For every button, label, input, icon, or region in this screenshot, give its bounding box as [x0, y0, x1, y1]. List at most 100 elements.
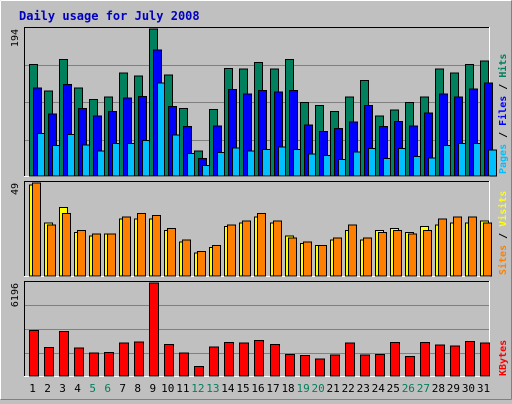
bar-kbytes-day-28 [435, 344, 445, 377]
bar-kbytes-day-6 [104, 352, 114, 377]
x-tick-label-day-16: 16 [251, 382, 264, 395]
bar-kbytes-day-13 [209, 346, 219, 377]
bar-sites-day-13 [212, 245, 221, 277]
bar-sites-day-12 [197, 250, 206, 277]
bar-sites-day-23 [363, 237, 372, 277]
bar-kbytes-day-19 [300, 354, 310, 377]
x-tick-label-day-20: 20 [312, 382, 325, 395]
x-tick-label-day-25: 25 [387, 382, 400, 395]
x-tick-label-day-28: 28 [432, 382, 445, 395]
bar-kbytes-day-1 [29, 330, 39, 377]
bar-kbytes-day-25 [390, 342, 400, 377]
x-tick-label-day-10: 10 [161, 382, 174, 395]
bar-kbytes-day-24 [375, 353, 385, 377]
series-axis-label: KBytes [498, 340, 509, 376]
bar-sites-day-31 [483, 222, 492, 277]
bar-sites-day-1 [32, 182, 41, 277]
bar-kbytes-day-26 [405, 356, 415, 377]
x-tick-label-day-22: 22 [342, 382, 355, 395]
bar-sites-day-22 [348, 224, 357, 277]
x-tick-label-day-6: 6 [104, 382, 111, 395]
bar-sites-day-5 [92, 233, 101, 277]
x-tick-label-day-2: 2 [44, 382, 51, 395]
bar-sites-day-20 [318, 245, 327, 277]
bar-kbytes-day-18 [285, 353, 295, 377]
bar-sites-day-4 [77, 229, 86, 277]
x-tick-label-day-1: 1 [29, 382, 36, 395]
bar-pages-day-31 [488, 149, 497, 177]
x-tick-label-day-11: 11 [176, 382, 189, 395]
bar-sites-day-30 [468, 216, 477, 277]
bar-sites-day-18 [288, 237, 297, 277]
bar-kbytes-day-2 [44, 347, 54, 377]
bar-sites-day-24 [378, 231, 387, 277]
chart-title: Daily usage for July 2008 [19, 9, 200, 23]
bar-sites-day-27 [423, 229, 432, 277]
bar-sites-day-6 [107, 233, 116, 277]
bar-sites-day-14 [227, 224, 236, 277]
bar-kbytes-day-16 [254, 339, 264, 377]
bar-kbytes-day-27 [420, 341, 430, 377]
x-tick-label-day-8: 8 [134, 382, 141, 395]
bar-sites-day-11 [182, 239, 191, 277]
x-tick-label-day-15: 15 [236, 382, 249, 395]
x-tick-label-day-9: 9 [149, 382, 156, 395]
bar-kbytes-day-21 [330, 354, 340, 377]
bar-sites-day-9 [152, 214, 161, 277]
bar-kbytes-day-3 [59, 331, 69, 377]
bar-kbytes-day-15 [239, 342, 249, 377]
bar-kbytes-day-11 [179, 352, 189, 377]
bar-kbytes-day-9 [149, 282, 159, 377]
x-tick-label-day-23: 23 [357, 382, 370, 395]
bar-sites-day-3 [62, 212, 71, 277]
bar-kbytes-day-14 [224, 342, 234, 377]
x-tick-label-day-24: 24 [372, 382, 386, 395]
bar-kbytes-day-31 [480, 342, 490, 377]
x-tick-label-day-31: 31 [477, 382, 490, 395]
x-tick-label-day-18: 18 [281, 382, 294, 395]
bar-kbytes-day-22 [345, 342, 355, 377]
x-tick-label-day-7: 7 [119, 382, 126, 395]
y-max-label: 6196 [10, 283, 21, 307]
bar-sites-day-26 [408, 233, 417, 277]
bar-sites-day-7 [122, 216, 131, 277]
bar-sites-day-2 [47, 224, 56, 277]
bar-pages-day-16 [262, 148, 271, 177]
x-tick-label-day-3: 3 [59, 382, 66, 395]
x-tick-label-day-14: 14 [221, 382, 235, 395]
series-axis-label: Pages / Files / Hits [497, 54, 509, 174]
bar-sites-day-16 [257, 212, 266, 277]
bar-sites-day-21 [333, 237, 342, 277]
bar-sites-day-25 [393, 229, 402, 277]
y-max-label: 194 [10, 29, 21, 47]
bar-kbytes-day-20 [315, 358, 325, 377]
bar-sites-day-19 [303, 241, 312, 277]
x-tick-label-day-29: 29 [447, 382, 460, 395]
bar-sites-day-15 [242, 220, 251, 277]
x-tick-label-day-19: 19 [296, 382, 309, 395]
bar-kbytes-day-29 [450, 345, 460, 377]
x-tick-label-day-26: 26 [402, 382, 415, 395]
bar-sites-day-8 [137, 212, 146, 277]
y-max-label: 49 [10, 183, 21, 195]
x-tick-label-day-27: 27 [417, 382, 430, 395]
x-tick-label-day-17: 17 [266, 382, 279, 395]
x-tick-label-day-21: 21 [327, 382, 340, 395]
x-tick-label-day-4: 4 [74, 382, 81, 395]
bar-sites-day-28 [438, 218, 447, 277]
series-axis-label: Sites / Visits [497, 191, 509, 275]
x-tick-label-day-12: 12 [191, 382, 204, 395]
bar-kbytes-day-12 [194, 365, 204, 377]
bar-kbytes-day-30 [465, 340, 475, 377]
bar-kbytes-day-10 [164, 344, 174, 377]
bar-kbytes-day-4 [74, 347, 84, 377]
x-tick-label-day-13: 13 [206, 382, 219, 395]
x-tick-label-day-5: 5 [89, 382, 96, 395]
bar-kbytes-day-7 [119, 342, 129, 377]
bar-kbytes-day-5 [89, 352, 99, 377]
bar-kbytes-day-17 [270, 343, 280, 377]
bar-sites-day-10 [167, 228, 176, 277]
x-tick-label-day-30: 30 [462, 382, 475, 395]
